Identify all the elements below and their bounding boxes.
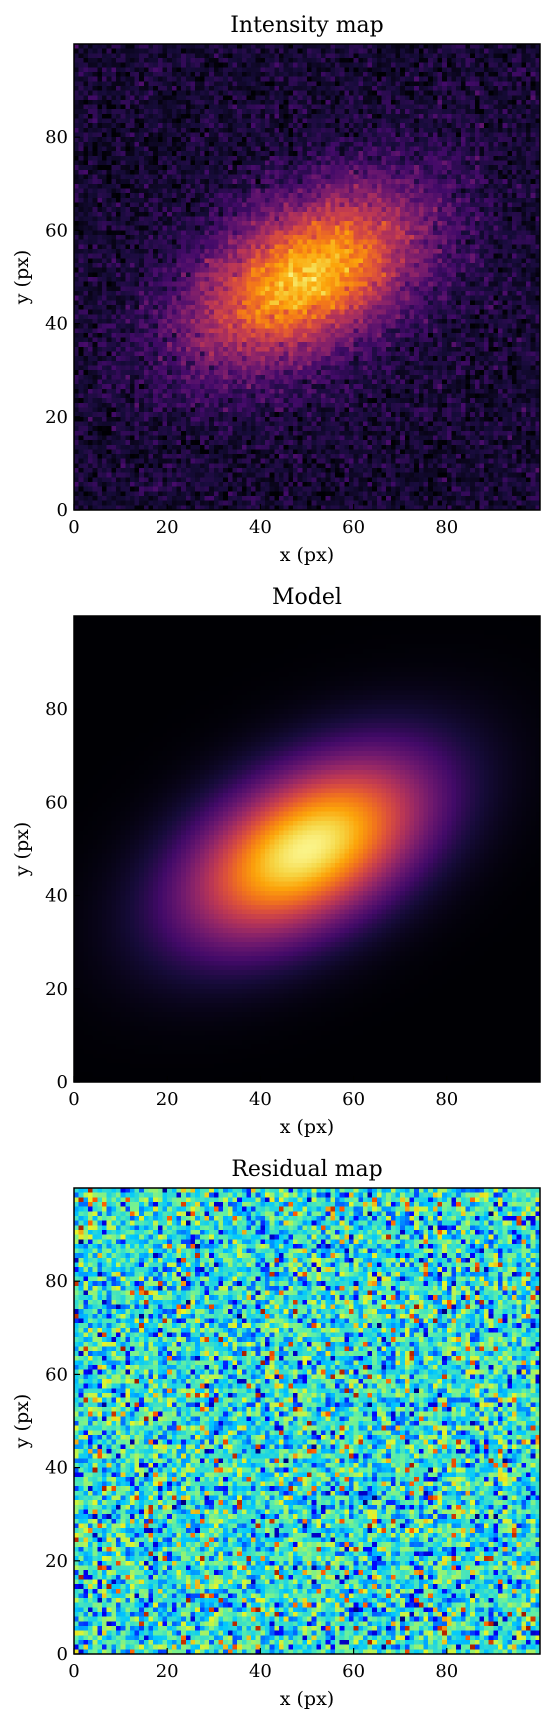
- x-axis-label: x (px): [280, 544, 334, 566]
- y-tick-label: 20: [45, 979, 68, 1000]
- x-tick-label: 60: [342, 1661, 365, 1682]
- panel-residual-map: Residual map 0 20 40 60 80 0 20 40 60 80 x (px) y…: [11, 1157, 541, 1710]
- heatmap-image: [74, 44, 540, 510]
- y-axis-label: y (px): [11, 250, 33, 305]
- panel-title: Model: [272, 585, 342, 610]
- y-tick-label: 40: [45, 314, 68, 335]
- y-tick-label: 0: [57, 1644, 68, 1665]
- x-tick-label: 40: [249, 517, 272, 538]
- plot-frame: [73, 43, 541, 511]
- y-tick-label: 0: [57, 500, 68, 521]
- x-tick-label: 80: [435, 1089, 458, 1110]
- panel-title: Residual map: [231, 1157, 382, 1182]
- panel-title: Intensity map: [230, 13, 384, 38]
- y-tick-label: 20: [45, 407, 68, 428]
- x-axis-label: x (px): [280, 1116, 334, 1138]
- heatmap-image: [74, 616, 540, 1082]
- x-tick-label: 20: [156, 517, 179, 538]
- y-axis-label: y (px): [11, 1394, 33, 1449]
- x-tick-label: 80: [435, 517, 458, 538]
- y-tick-label: 20: [45, 1551, 68, 1572]
- x-tick-label: 80: [435, 1661, 458, 1682]
- y-tick-label: 60: [45, 792, 68, 813]
- y-axis-label: y (px): [11, 822, 33, 877]
- x-tick-label: 0: [68, 1089, 79, 1110]
- y-tick-label: 80: [45, 1271, 68, 1292]
- y-tick-label: 60: [45, 220, 68, 241]
- y-tick-label: 60: [45, 1364, 68, 1385]
- heatmap-image: [74, 1188, 540, 1654]
- y-tick-label: 80: [45, 127, 68, 148]
- plot-frame: [73, 1187, 541, 1655]
- plot-frame: [73, 615, 541, 1083]
- x-tick-label: 40: [249, 1661, 272, 1682]
- x-tick-label: 0: [68, 1661, 79, 1682]
- x-tick-label: 40: [249, 1089, 272, 1110]
- x-axis-label: x (px): [280, 1688, 334, 1710]
- x-tick-label: 20: [156, 1089, 179, 1110]
- x-tick-label: 60: [342, 517, 365, 538]
- x-tick-label: 0: [68, 517, 79, 538]
- y-tick-label: 80: [45, 699, 68, 720]
- y-tick-label: 0: [57, 1072, 68, 1093]
- panel-model: Model 0 20 40 60 80 0 20 40 60 80 x (px) y (px): [11, 585, 541, 1138]
- x-tick-label: 60: [342, 1089, 365, 1110]
- y-tick-label: 40: [45, 886, 68, 907]
- x-tick-label: 20: [156, 1661, 179, 1682]
- y-tick-label: 40: [45, 1458, 68, 1479]
